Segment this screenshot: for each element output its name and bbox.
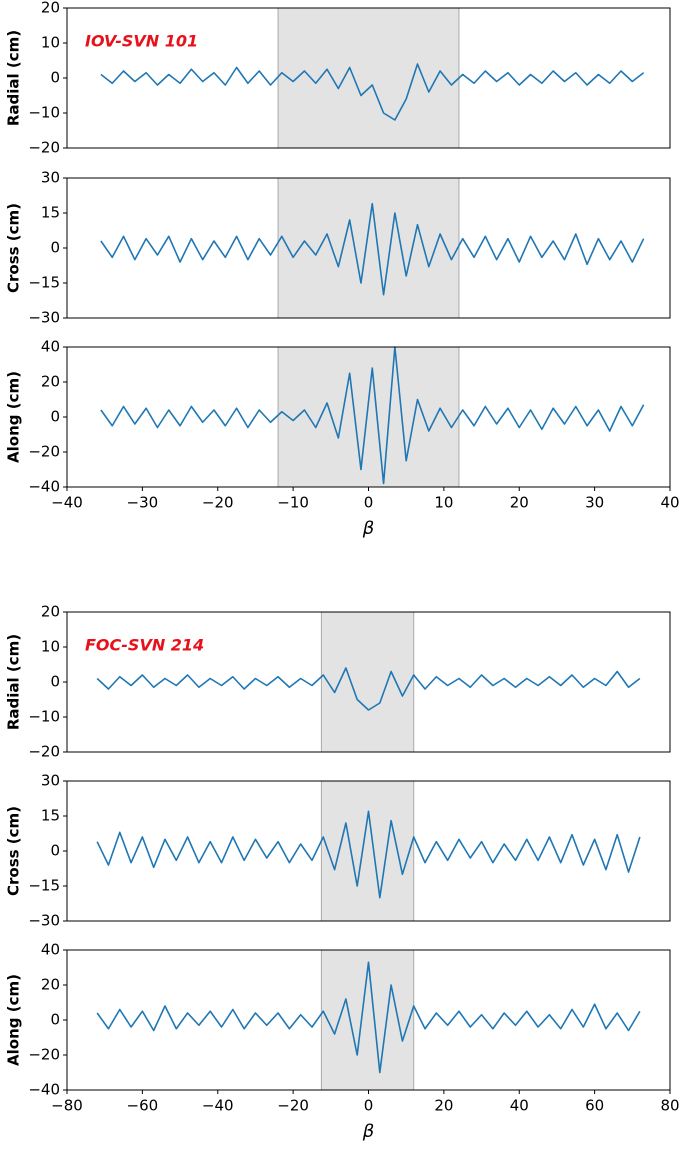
data-line [100,63,645,121]
shaded-region [277,177,460,319]
x-tick-label: −80 [51,1097,83,1115]
x-tick-label: 40 [660,494,679,512]
y-axis-label: Cross (cm) [5,806,23,896]
y-tick-label: 15 [41,807,60,825]
y-tick-label: 20 [41,603,60,621]
y-tick-label: −15 [28,274,60,292]
data-line [96,810,641,899]
y-tick-label: −40 [28,478,60,496]
y-tick-label: −20 [28,743,60,761]
x-tick-label: −20 [277,1097,309,1115]
y-tick-label: −10 [28,104,60,122]
annotation: IOV-SVN 101 [85,32,198,51]
y-tick-label: −20 [28,1046,60,1064]
shaded-region [277,346,460,488]
x-tick-label: 0 [364,1097,374,1115]
data-line [96,667,641,711]
y-tick-label: 40 [41,338,60,356]
y-axis-label: Radial (cm) [5,634,23,730]
y-tick-label: 20 [41,976,60,994]
y-tick-label: −15 [28,877,60,895]
x-tick-label: 20 [510,494,529,512]
shaded-region [277,7,460,149]
shaded-region [320,780,415,922]
y-tick-label: −30 [28,912,60,930]
x-tick-label: 80 [660,1097,679,1115]
x-tick-label: −40 [202,1097,234,1115]
x-tick-label: 40 [510,1097,529,1115]
data-line [100,346,645,485]
y-tick-label: −10 [28,708,60,726]
data-line [100,202,645,296]
x-tick-label: 30 [585,494,604,512]
y-tick-label: 0 [50,69,60,87]
annotation: FOC-SVN 214 [85,636,204,655]
x-tick-label: −20 [202,494,234,512]
x-axis-label: β [362,1121,375,1142]
y-tick-label: 20 [41,373,60,391]
x-axis-label: β [362,518,375,539]
y-tick-label: 0 [50,673,60,691]
y-tick-label: 10 [41,34,60,52]
data-line [96,961,641,1074]
y-tick-label: 0 [50,239,60,257]
y-axis-label: Along (cm) [5,974,23,1066]
x-tick-label: −60 [127,1097,159,1115]
y-tick-label: 10 [41,638,60,656]
y-tick-label: 20 [41,0,60,17]
x-tick-label: 10 [434,494,453,512]
y-axis-label: Radial (cm) [5,30,23,126]
y-tick-label: −20 [28,443,60,461]
y-tick-label: 0 [50,842,60,860]
x-tick-label: −30 [127,494,159,512]
x-tick-label: 60 [585,1097,604,1115]
y-tick-label: 0 [50,1011,60,1029]
y-tick-label: −40 [28,1081,60,1099]
shaded-region [320,611,415,753]
y-tick-label: 0 [50,408,60,426]
y-tick-label: 40 [41,941,60,959]
x-tick-label: −10 [277,494,309,512]
y-tick-label: 30 [41,772,60,790]
x-tick-label: 0 [364,494,374,512]
y-tick-label: 15 [41,204,60,222]
y-tick-label: −30 [28,309,60,327]
y-axis-label: Along (cm) [5,371,23,463]
y-tick-label: 30 [41,169,60,187]
x-tick-label: 20 [434,1097,453,1115]
y-axis-label: Cross (cm) [5,203,23,293]
y-tick-label: −20 [28,139,60,157]
x-tick-label: −40 [51,494,83,512]
